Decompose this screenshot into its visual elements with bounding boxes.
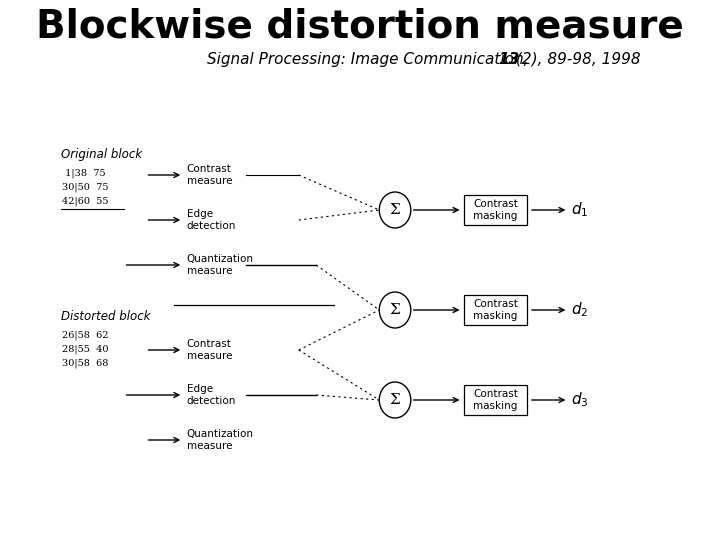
Text: Quantization
measure: Quantization measure <box>186 254 253 276</box>
Text: Signal Processing: Image Communication,: Signal Processing: Image Communication, <box>207 52 534 67</box>
Text: $d_1$: $d_1$ <box>571 201 588 219</box>
Text: Contrast
masking: Contrast masking <box>473 299 518 321</box>
Circle shape <box>379 382 411 418</box>
Text: Σ: Σ <box>390 203 400 217</box>
FancyBboxPatch shape <box>464 195 527 225</box>
Text: 28|55  40: 28|55 40 <box>63 344 109 354</box>
Text: 26|58  62: 26|58 62 <box>63 330 109 340</box>
Text: Contrast
measure: Contrast measure <box>186 164 232 186</box>
Text: Σ: Σ <box>390 303 400 317</box>
Text: Quantization
measure: Quantization measure <box>186 429 253 451</box>
FancyBboxPatch shape <box>464 385 527 415</box>
Text: Blockwise distortion measure: Blockwise distortion measure <box>36 8 684 46</box>
Text: Edge
detection: Edge detection <box>186 384 236 406</box>
Text: 30|50  75: 30|50 75 <box>63 182 109 192</box>
Text: 42|60  55: 42|60 55 <box>63 196 109 206</box>
Text: 30|58  68: 30|58 68 <box>63 358 109 368</box>
Text: Contrast
masking: Contrast masking <box>473 389 518 411</box>
Text: Distorted block: Distorted block <box>60 310 150 323</box>
Text: Contrast
masking: Contrast masking <box>473 199 518 221</box>
Circle shape <box>379 192 411 228</box>
Text: Contrast
measure: Contrast measure <box>186 339 232 361</box>
FancyBboxPatch shape <box>464 295 527 325</box>
Text: 13: 13 <box>498 52 520 67</box>
Text: $d_2$: $d_2$ <box>571 301 588 319</box>
Text: Original block: Original block <box>60 148 142 161</box>
Text: Edge
detection: Edge detection <box>186 209 236 231</box>
Text: $d_3$: $d_3$ <box>571 390 588 409</box>
Circle shape <box>379 292 411 328</box>
Text: (2), 89-98, 1998: (2), 89-98, 1998 <box>511 52 641 67</box>
Text: Σ: Σ <box>390 393 400 407</box>
Text: 1|38  75: 1|38 75 <box>63 168 106 178</box>
